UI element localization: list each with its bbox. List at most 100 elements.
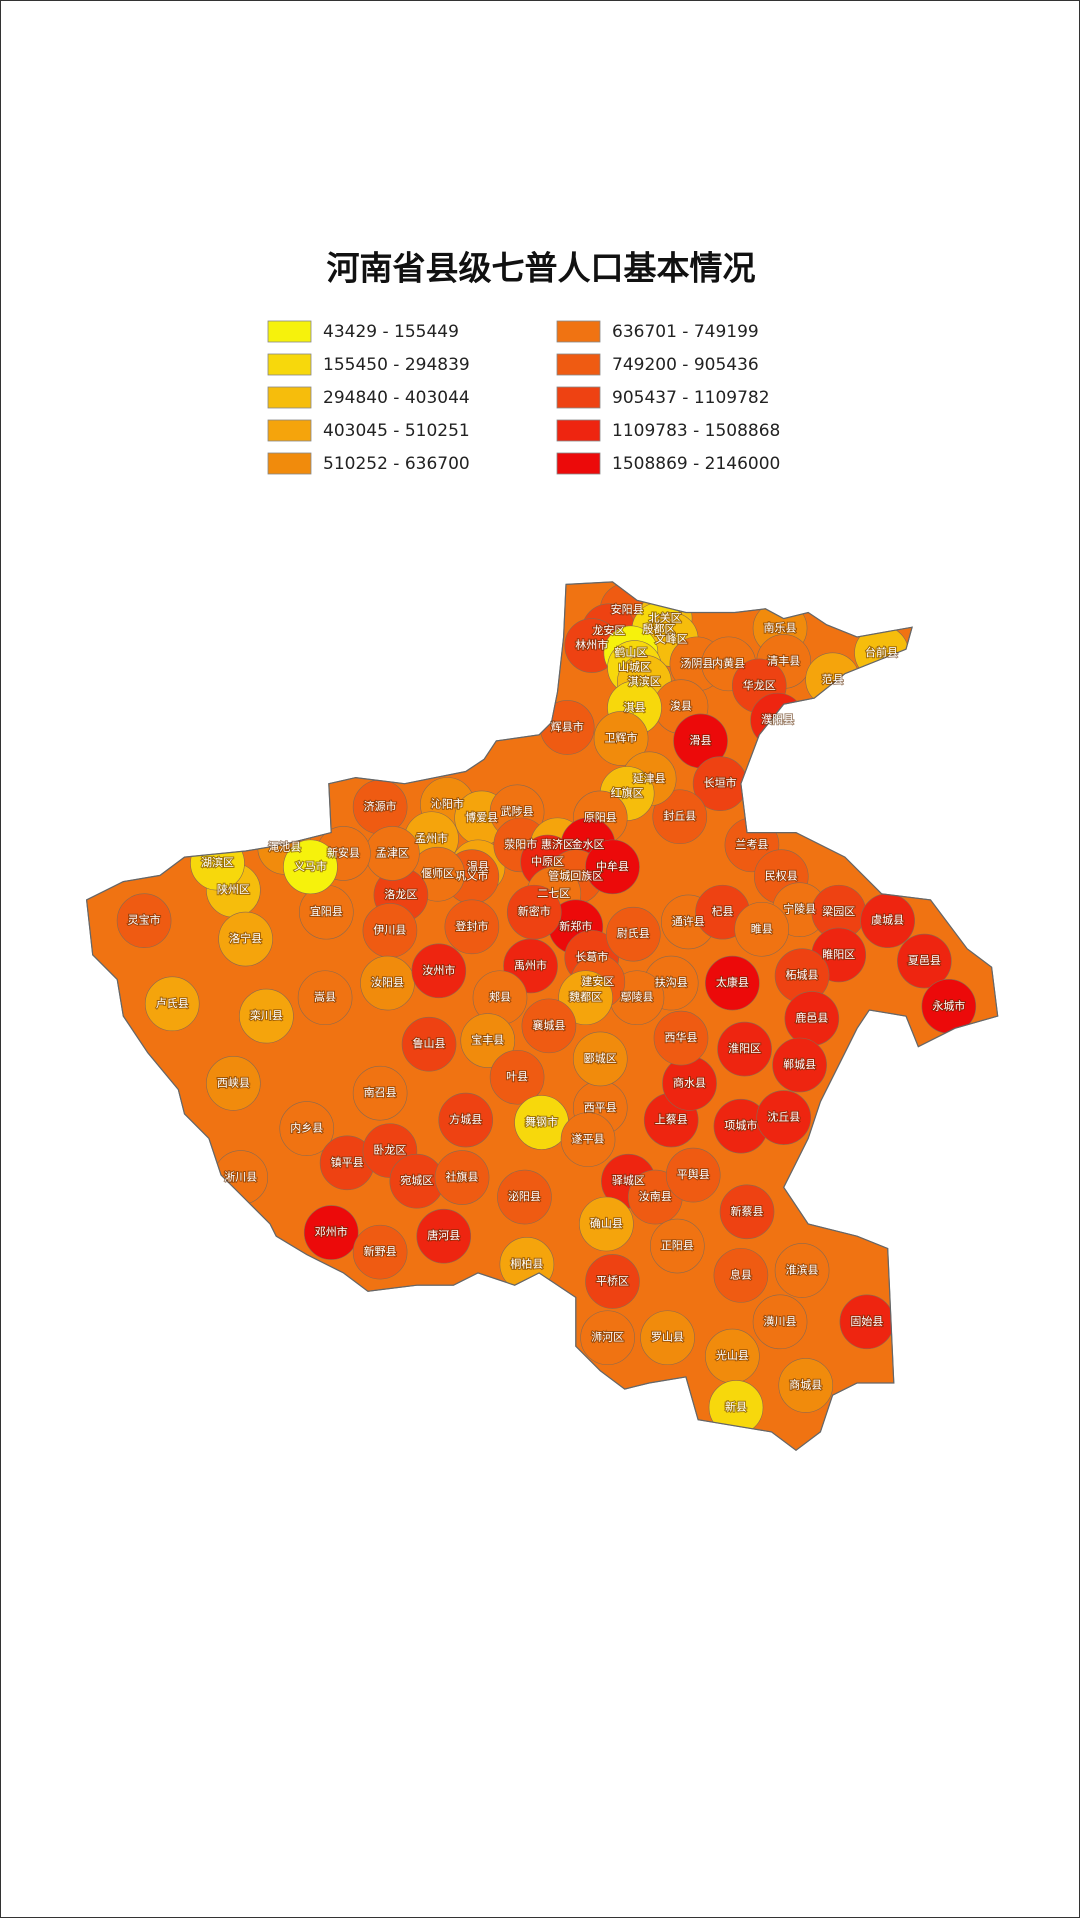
region-label: 龙安区 xyxy=(592,623,625,637)
region-cell xyxy=(460,1013,516,1068)
region-label: 西平县 xyxy=(584,1101,617,1114)
region-label: 义马市 xyxy=(294,859,327,873)
region-cell xyxy=(206,1056,261,1111)
region-label: 郏县 xyxy=(489,991,511,1004)
region-label: 范县 xyxy=(822,672,844,686)
region-cell xyxy=(580,1310,635,1366)
legend-label: 155450 - 294839 xyxy=(323,355,470,375)
region-label: 渑池县 xyxy=(268,840,301,853)
legend-swatch xyxy=(556,320,601,343)
region-label: 红旗区 xyxy=(611,786,644,800)
region-label: 杞县 xyxy=(712,904,734,918)
region-label: 辉县市 xyxy=(551,719,584,733)
region-cell xyxy=(352,1224,408,1280)
region-cell xyxy=(756,1090,812,1145)
legend-swatch xyxy=(556,386,601,409)
region-label: 罗山县 xyxy=(651,1331,684,1344)
legend-label: 403045 - 510251 xyxy=(323,421,470,441)
region-label: 滑县 xyxy=(690,734,712,747)
region-cell xyxy=(560,1112,616,1167)
region-label: 新郑市 xyxy=(559,919,592,933)
region-label: 西华县 xyxy=(664,1030,697,1044)
region-label: 遂平县 xyxy=(572,1132,605,1146)
region-label: 长葛市 xyxy=(575,949,608,963)
region-label: 湖滨区 xyxy=(201,855,234,869)
region-label: 宁陵县 xyxy=(783,902,816,916)
region-label: 延津县 xyxy=(633,772,666,785)
region-cell xyxy=(593,711,649,766)
region-label: 商城县 xyxy=(789,1377,822,1391)
region-cell xyxy=(116,893,172,948)
region-cell xyxy=(444,899,500,955)
region-label: 潢川县 xyxy=(764,1315,797,1328)
region-label: 博爱县 xyxy=(465,811,498,824)
region-label: 正阳县 xyxy=(661,1239,694,1252)
region-label: 安阳县 xyxy=(611,602,644,616)
region-label: 金水区 xyxy=(572,837,605,851)
region-label: 洛龙区 xyxy=(384,887,417,901)
legend-swatch xyxy=(267,320,312,343)
region-label: 鹤山区 xyxy=(614,645,647,659)
region-cell xyxy=(585,839,640,895)
region-label: 温县 xyxy=(467,860,489,873)
province-border xyxy=(85,581,999,1452)
region-label: 淮滨县 xyxy=(786,1262,819,1276)
region-cell xyxy=(218,911,273,967)
region-label: 驿城区 xyxy=(612,1174,645,1187)
region-label: 桐柏县 xyxy=(510,1256,543,1270)
region-label: 卢氏县 xyxy=(156,997,189,1010)
legend-swatch xyxy=(267,353,312,376)
region-label: 叶县 xyxy=(506,1070,528,1083)
region-label: 内黄县 xyxy=(712,656,745,670)
region-label: 北关区 xyxy=(649,611,682,625)
region-label: 商水县 xyxy=(673,1075,706,1089)
region-label: 宜阳县 xyxy=(310,904,343,918)
region-label: 长垣市 xyxy=(704,776,737,790)
region-cell xyxy=(401,1016,457,1072)
region-label: 灵宝市 xyxy=(128,913,161,927)
region-label: 光山县 xyxy=(716,1348,749,1362)
region-label: 通许县 xyxy=(672,915,705,928)
region-cell xyxy=(416,1208,472,1264)
legend-label: 510252 - 636700 xyxy=(323,454,470,474)
legend-label: 294840 - 403044 xyxy=(323,388,470,408)
region-cell xyxy=(585,1254,640,1309)
region-label: 封丘县 xyxy=(663,809,696,823)
region-label: 平舆县 xyxy=(677,1167,710,1181)
region-label: 卫辉市 xyxy=(605,730,638,744)
region-label: 淇滨区 xyxy=(628,674,661,688)
legend-label: 1508869 - 2146000 xyxy=(612,454,780,474)
region-label: 夏邑县 xyxy=(908,954,941,967)
region-cell xyxy=(772,1037,827,1093)
region-label: 新蔡县 xyxy=(731,1204,764,1218)
region-label: 汝州市 xyxy=(422,963,455,977)
region-label: 郾城区 xyxy=(584,1052,617,1065)
legend-swatch xyxy=(556,452,601,475)
region-label: 济源市 xyxy=(364,799,397,813)
region-label: 嵩县 xyxy=(314,991,336,1004)
region-label: 睢阳区 xyxy=(822,948,855,961)
legend-swatch xyxy=(556,419,601,442)
region-cell xyxy=(734,901,790,957)
region-cell xyxy=(579,1196,634,1252)
region-label: 伊川县 xyxy=(373,923,406,936)
region-label: 襄城县 xyxy=(532,1018,565,1032)
region-label: 南乐县 xyxy=(764,621,797,634)
region-label: 扶沟县 xyxy=(655,975,688,989)
legend-label: 636701 - 749199 xyxy=(612,322,759,342)
legend-swatch xyxy=(267,452,312,475)
region-label: 惠济区 xyxy=(541,837,574,851)
region-label: 建安区 xyxy=(581,974,614,988)
region-label: 邓州市 xyxy=(315,1225,348,1239)
region-label: 管城回族区 xyxy=(548,869,603,883)
region-label: 宝丰县 xyxy=(471,1033,504,1047)
region-label: 淇县 xyxy=(624,701,646,714)
region-label: 孟津区 xyxy=(376,846,409,859)
region-label: 上蔡县 xyxy=(655,1113,688,1126)
region-label: 台前县 xyxy=(865,645,898,659)
region-label: 濮阳县 xyxy=(761,712,794,726)
region-label: 南召县 xyxy=(364,1086,397,1099)
region-cell xyxy=(605,906,661,962)
